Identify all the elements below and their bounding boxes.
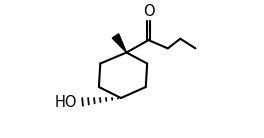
Text: O: O — [143, 4, 154, 19]
Text: HO: HO — [55, 95, 78, 110]
Polygon shape — [112, 34, 126, 53]
